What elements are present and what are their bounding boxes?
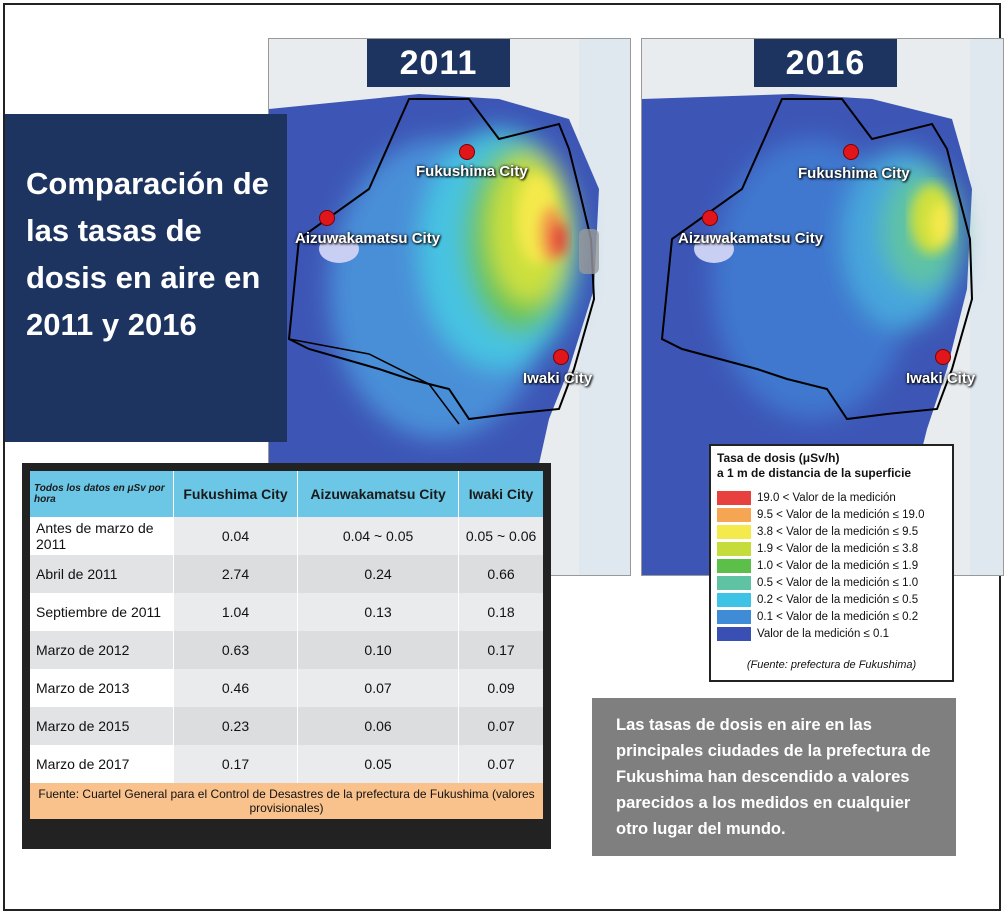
column-header-aizuwakamatsu: Aizuwakamatsu City — [296, 471, 459, 517]
table-row: Abril de 2011 2.74 0.24 0.66 — [30, 555, 543, 593]
table-cell: 0.07 — [458, 745, 543, 783]
table-row: Marzo de 2017 0.17 0.05 0.07 — [30, 745, 543, 783]
legend-label: 0.5 < Valor de la medición ≤ 1.0 — [757, 577, 919, 589]
column-header-fukushima: Fukushima City — [173, 471, 298, 517]
row-label: Septiembre de 2011 — [30, 593, 174, 631]
legend-swatch — [717, 542, 751, 556]
table-row: Marzo de 2013 0.46 0.07 0.09 — [30, 669, 543, 707]
table-cell: 0.63 — [173, 631, 298, 669]
table-cell: 1.04 — [173, 593, 298, 631]
legend-source: (Fuente: prefectura de Fukushima) — [746, 659, 917, 671]
row-label: Marzo de 2013 — [30, 669, 174, 707]
legend-title-line1: Tasa de dosis (μSv/h) — [717, 451, 840, 465]
aizuwakamatsu-city-label: Aizuwakamatsu City — [295, 230, 441, 247]
legend-swatch — [717, 627, 751, 641]
table-row: Antes de marzo de 2011 0.04 0.04 ~ 0.05 … — [30, 517, 543, 555]
table-cell: 0.09 — [458, 669, 543, 707]
legend-swatch — [717, 576, 751, 590]
dose-table-panel: Todos los datos en μSv por hora Fukushim… — [22, 463, 551, 849]
legend-swatch — [717, 559, 751, 573]
table-cell: 0.24 — [296, 555, 459, 593]
row-label: Marzo de 2015 — [30, 707, 174, 745]
column-header-iwaki: Iwaki City — [458, 471, 543, 517]
iwaki-city-marker — [553, 349, 569, 365]
table-cell: 0.04 — [173, 517, 298, 555]
page-title: Comparación de las tasas de dosis en air… — [26, 166, 269, 342]
table-source: Fuente: Cuartel General para el Control … — [30, 783, 543, 819]
table-cell: 0.10 — [296, 631, 459, 669]
dose-table: Todos los datos en μSv por hora Fukushim… — [30, 471, 543, 819]
table-cell: 0.13 — [296, 593, 459, 631]
legend-label: 0.2 < Valor de la medición ≤ 0.5 — [757, 594, 919, 606]
legend-title: Tasa de dosis (μSv/h) a 1 m de distancia… — [717, 451, 911, 481]
map-year-2011: 2011 — [367, 39, 510, 87]
dose-legend: Tasa de dosis (μSv/h) a 1 m de distancia… — [709, 444, 954, 682]
row-label: Abril de 2011 — [30, 555, 174, 593]
summary-note: Las tasas de dosis en aire en las princi… — [616, 716, 931, 838]
legend-swatch — [717, 610, 751, 624]
iwaki-city-label: Iwaki City — [523, 370, 593, 387]
row-label: Marzo de 2017 — [30, 745, 174, 783]
fukushima-city-marker-2016 — [843, 144, 859, 160]
table-cell: 0.06 — [296, 707, 459, 745]
fukushima-city-label-2016: Fukushima City — [798, 165, 910, 182]
iwaki-city-marker-2016 — [935, 349, 951, 365]
row-label: Antes de marzo de 2011 — [30, 517, 174, 555]
table-cell: 0.66 — [458, 555, 543, 593]
aizuwakamatsu-city-marker-2016 — [702, 210, 718, 226]
row-label: Marzo de 2012 — [30, 631, 174, 669]
legend-label: Valor de la medición ≤ 0.1 — [757, 628, 890, 640]
table-row: Marzo de 2012 0.63 0.10 0.17 — [30, 631, 543, 669]
legend-label: 1.9 < Valor de la medición ≤ 3.8 — [757, 543, 919, 555]
table-cell: 0.17 — [458, 631, 543, 669]
table-corner-note: Todos los datos en μSv por hora — [30, 471, 174, 517]
legend-label: 1.0 < Valor de la medición ≤ 1.9 — [757, 560, 919, 572]
legend-label: 9.5 < Valor de la medición ≤ 19.0 — [757, 509, 925, 521]
legend-swatch — [717, 525, 751, 539]
legend-title-line2: a 1 m de distancia de la superficie — [717, 466, 912, 480]
summary-note-panel: Las tasas de dosis en aire en las princi… — [592, 698, 956, 856]
table-cell: 0.05 — [296, 745, 459, 783]
legend-label: 3.8 < Valor de la medición ≤ 9.5 — [757, 526, 919, 538]
fukushima-city-marker — [459, 144, 475, 160]
table-cell: 0.23 — [173, 707, 298, 745]
aizuwakamatsu-city-marker — [319, 210, 335, 226]
table-cell: 0.46 — [173, 669, 298, 707]
table-cell: 0.07 — [458, 707, 543, 745]
table-cell: 0.17 — [173, 745, 298, 783]
table-row: Marzo de 2015 0.23 0.06 0.07 — [30, 707, 543, 745]
table-cell: 0.04 ~ 0.05 — [296, 517, 459, 555]
title-panel — [5, 114, 287, 442]
fukushima-city-label: Fukushima City — [416, 163, 528, 180]
iwaki-city-label-2016: Iwaki City — [906, 370, 976, 387]
table-row: Septiembre de 2011 1.04 0.13 0.18 — [30, 593, 543, 631]
aizuwakamatsu-city-label-2016: Aizuwakamatsu City — [678, 230, 824, 247]
legend-label: 19.0 < Valor de la medición — [757, 492, 896, 504]
map-year-2016: 2016 — [754, 39, 897, 87]
table-cell: 0.07 — [296, 669, 459, 707]
legend-swatch — [717, 508, 751, 522]
legend-swatch — [717, 491, 751, 505]
table-cell: 0.18 — [458, 593, 543, 631]
legend-swatch — [717, 593, 751, 607]
legend-label: 0.1 < Valor de la medición ≤ 0.2 — [757, 611, 919, 623]
table-cell: 2.74 — [173, 555, 298, 593]
table-cell: 0.05 ~ 0.06 — [458, 517, 543, 555]
